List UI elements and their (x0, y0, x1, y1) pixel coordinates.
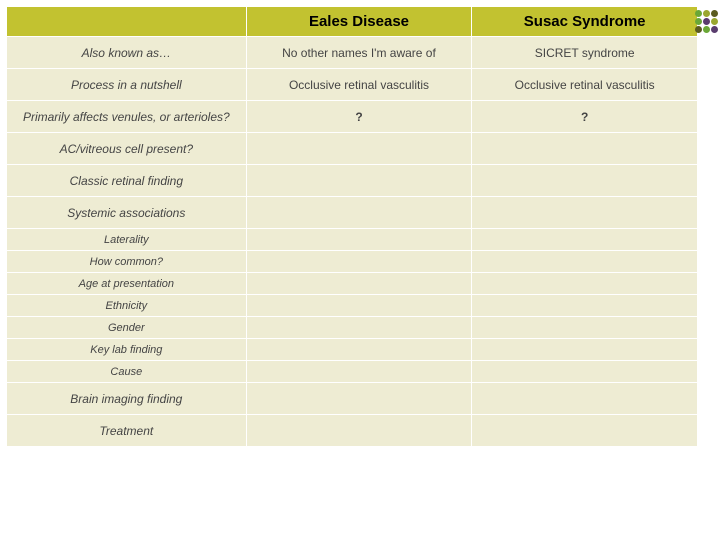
row-value-col2 (472, 295, 698, 317)
table-row: Age at presentation (7, 273, 698, 295)
table-row: AC/vitreous cell present? (7, 133, 698, 165)
row-label: Classic retinal finding (7, 165, 247, 197)
table-row: Cause (7, 361, 698, 383)
table-row: Primarily affects venules, or arterioles… (7, 101, 698, 133)
row-value-col2 (472, 165, 698, 197)
row-value-col2 (472, 251, 698, 273)
row-label: Process in a nutshell (7, 69, 247, 101)
row-label: Age at presentation (7, 273, 247, 295)
row-value-col1 (246, 133, 472, 165)
row-value-col1: ? (246, 101, 472, 133)
header-col-2: Susac Syndrome (472, 7, 698, 37)
row-value-col1 (246, 165, 472, 197)
table-row: Gender (7, 317, 698, 339)
header-blank-cell (7, 7, 247, 37)
row-value-col2 (472, 229, 698, 251)
table-row: Also known as…No other names I'm aware o… (7, 37, 698, 69)
row-value-col2: SICRET syndrome (472, 37, 698, 69)
dot-icon (711, 26, 718, 33)
row-label: Systemic associations (7, 197, 247, 229)
dot-icon (703, 18, 710, 25)
table-row: Treatment (7, 415, 698, 447)
row-value-col1 (246, 251, 472, 273)
row-value-col2 (472, 415, 698, 447)
row-value-col1 (246, 361, 472, 383)
table-header-row: Eales Disease Susac Syndrome (7, 7, 698, 37)
dot-icon (695, 26, 702, 33)
row-value-col1: No other names I'm aware of (246, 37, 472, 69)
row-value-col2 (472, 383, 698, 415)
row-value-col1 (246, 295, 472, 317)
row-value-col1: Occlusive retinal vasculitis (246, 69, 472, 101)
dot-icon (703, 10, 710, 17)
row-label: Brain imaging finding (7, 383, 247, 415)
row-value-col1 (246, 317, 472, 339)
dot-icon (711, 18, 718, 25)
table-row: Brain imaging finding (7, 383, 698, 415)
dot-icon (695, 18, 702, 25)
row-value-col2 (472, 273, 698, 295)
row-value-col2 (472, 339, 698, 361)
header-col-1: Eales Disease (246, 7, 472, 37)
table-row: How common? (7, 251, 698, 273)
row-value-col2 (472, 361, 698, 383)
table-row: Ethnicity (7, 295, 698, 317)
row-label: Ethnicity (7, 295, 247, 317)
row-value-col1 (246, 273, 472, 295)
table-row: Process in a nutshellOcclusive retinal v… (7, 69, 698, 101)
table-row: Laterality (7, 229, 698, 251)
row-value-col2 (472, 317, 698, 339)
dot-icon (695, 10, 702, 17)
comparison-table: Eales Disease Susac Syndrome Also known … (6, 6, 698, 447)
row-value-col1 (246, 229, 472, 251)
row-value-col1 (246, 383, 472, 415)
dot-icon (711, 10, 718, 17)
row-label: Cause (7, 361, 247, 383)
table-row: Systemic associations (7, 197, 698, 229)
row-label: Gender (7, 317, 247, 339)
row-label: Treatment (7, 415, 247, 447)
table-row: Classic retinal finding (7, 165, 698, 197)
row-value-col1 (246, 339, 472, 361)
dot-icon (703, 26, 710, 33)
row-label: Primarily affects venules, or arterioles… (7, 101, 247, 133)
table-row: Key lab finding (7, 339, 698, 361)
row-label: Key lab finding (7, 339, 247, 361)
row-label: Also known as… (7, 37, 247, 69)
row-label: AC/vitreous cell present? (7, 133, 247, 165)
row-value-col2: ? (472, 101, 698, 133)
row-value-col2 (472, 133, 698, 165)
row-value-col1 (246, 197, 472, 229)
row-value-col2 (472, 197, 698, 229)
row-label: Laterality (7, 229, 247, 251)
row-value-col2: Occlusive retinal vasculitis (472, 69, 698, 101)
row-value-col1 (246, 415, 472, 447)
row-label: How common? (7, 251, 247, 273)
